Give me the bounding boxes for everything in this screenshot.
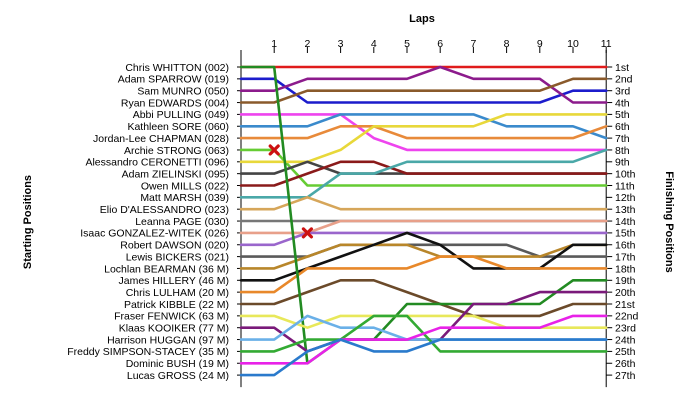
finishing-label: 10th [615, 168, 636, 180]
series-line-27 [239, 314, 608, 365]
label-layer: 1 2 3 4 5 6 7 8 9 10 11 Chris WHITTON (002)Adam SPA… [67, 38, 638, 382]
finishing-label: 23rd [615, 323, 636, 335]
starting-label: Isaac GONZALEZ-WITEK (026) [80, 228, 229, 240]
lap-tick-label: 7 [470, 38, 476, 50]
series-line-11 [239, 160, 608, 187]
starting-label: Lochlan BEARMAN (36 M) [104, 263, 229, 275]
finishing-label: 11th [615, 180, 635, 192]
starting-label: Jordan-Lee CHAPMAN (028) [93, 133, 229, 145]
lap-tick-label: 11 [601, 38, 612, 50]
starting-label: Ryan EDWARDS (004) [121, 97, 229, 109]
finishing-label: 19th [615, 275, 636, 287]
retirement-marker [301, 227, 313, 239]
starting-label: Freddy SIMPSON-STACEY (35 M) [67, 346, 229, 358]
starting-label: Owen MILLS (022) [141, 180, 229, 192]
starting-label: Archie STRONG (063) [124, 145, 229, 157]
lap-tick-label: 6 [437, 38, 443, 50]
left-axis-title: Starting Positions [22, 175, 34, 269]
finishing-label: 5th [615, 109, 630, 121]
series-line-13 [239, 196, 608, 211]
marker-layer [268, 144, 313, 239]
finishing-label: 21st [615, 299, 635, 311]
top-axis-title: Laps [409, 13, 435, 25]
retirement-marker [268, 144, 280, 156]
series-layer [239, 65, 608, 377]
lap-tick-label: 1 [271, 38, 277, 50]
finishing-label: 17th [615, 251, 636, 263]
starting-label: Patrick KIBBLE (22 M) [124, 299, 229, 311]
lap-tick-label: 4 [371, 38, 377, 50]
finishing-label: 9th [615, 157, 630, 169]
lap-tick-label: 2 [304, 38, 310, 50]
series-line-8 [239, 148, 608, 187]
series-line-7 [239, 125, 608, 140]
finishing-label: 14th [615, 216, 636, 228]
starting-label: Elio D'ALESSANDRO (023) [100, 204, 229, 216]
lap-tick-label: 8 [504, 38, 510, 50]
starting-label: Fraser FENWICK (63 M) [114, 311, 229, 323]
finishing-label: 18th [615, 263, 636, 275]
finishing-label: 20th [615, 287, 636, 299]
series-line-23 [239, 314, 608, 330]
finishing-label: 7th [615, 133, 630, 145]
finishing-label: 15th [615, 228, 636, 240]
finishing-label: 2nd [615, 74, 633, 86]
starting-label: Chris LULHAM (20 M) [126, 287, 229, 299]
series-line-15 [239, 219, 608, 235]
finishing-label: 1st [615, 62, 629, 74]
finishing-label: 3rd [615, 86, 630, 98]
finishing-label: 13th [615, 204, 636, 216]
starting-label: Lewis BICKERS (021) [126, 251, 229, 263]
series-line-3 [239, 65, 608, 104]
series-line-22 [239, 65, 608, 365]
series-line-18 [239, 243, 608, 270]
retirement-marker-stroke [301, 227, 313, 239]
starting-label: Leanna PAGE (030) [135, 216, 229, 228]
series-line-19 [239, 231, 608, 282]
series-line-5 [239, 113, 608, 152]
finishing-label: 22nd [615, 311, 639, 323]
finishing-label: 16th [615, 240, 636, 252]
starting-label: Abbi PULLING (049) [133, 109, 229, 121]
right-axis-title: Finishing Positions [663, 171, 675, 272]
starting-label: Chris WHITTON (002) [125, 62, 229, 74]
starting-label: Lucas GROSS (24 M) [127, 370, 229, 382]
series-line-28 [239, 338, 608, 377]
finishing-label: 27th [615, 370, 636, 382]
lap-tick-label: 9 [537, 38, 543, 50]
series-line-12 [239, 148, 608, 199]
starting-label: Harrison HUGGAN (97 M) [107, 334, 229, 346]
series-line-17 [239, 243, 608, 258]
series-line-16 [239, 231, 608, 247]
finishing-label: 8th [615, 145, 630, 157]
starting-label: Adam SPARROW (019) [118, 74, 229, 86]
starting-label: Kathleen SORE (060) [127, 121, 229, 133]
finishing-label: 12th [615, 192, 636, 204]
starting-label: James HILLERY (46 M) [119, 275, 230, 287]
starting-label: Matt MARSH (039) [140, 192, 229, 204]
starting-label: Sam MUNRO (050) [137, 86, 229, 98]
series-line-4 [239, 77, 608, 104]
starting-label: Klaas KOOIKER (77 M) [119, 323, 229, 335]
finishing-label: 6th [615, 121, 630, 133]
series-line-20 [239, 255, 608, 294]
starting-label: Robert DAWSON (020) [120, 240, 229, 252]
starting-label: Adam ZIELINSKI (095) [122, 168, 229, 180]
series-line-6 [239, 113, 608, 140]
lap-tick-label: 10 [567, 38, 579, 50]
series-line-21 [239, 278, 608, 318]
finishing-label: 26th [615, 358, 636, 370]
series-line-2 [239, 77, 608, 104]
finishing-label: 24th [615, 334, 636, 346]
starting-label: Dominic BUSH (19 M) [126, 358, 229, 370]
finishing-label: 4th [615, 97, 630, 109]
lap-tick-label: 3 [338, 38, 344, 50]
starting-label: Alessandro CERONETTI (096) [85, 157, 229, 169]
finishing-label: 25th [615, 346, 636, 358]
retirement-marker-stroke [268, 144, 280, 156]
series-line-9 [239, 113, 608, 164]
lap-tick-label: 5 [404, 38, 410, 50]
